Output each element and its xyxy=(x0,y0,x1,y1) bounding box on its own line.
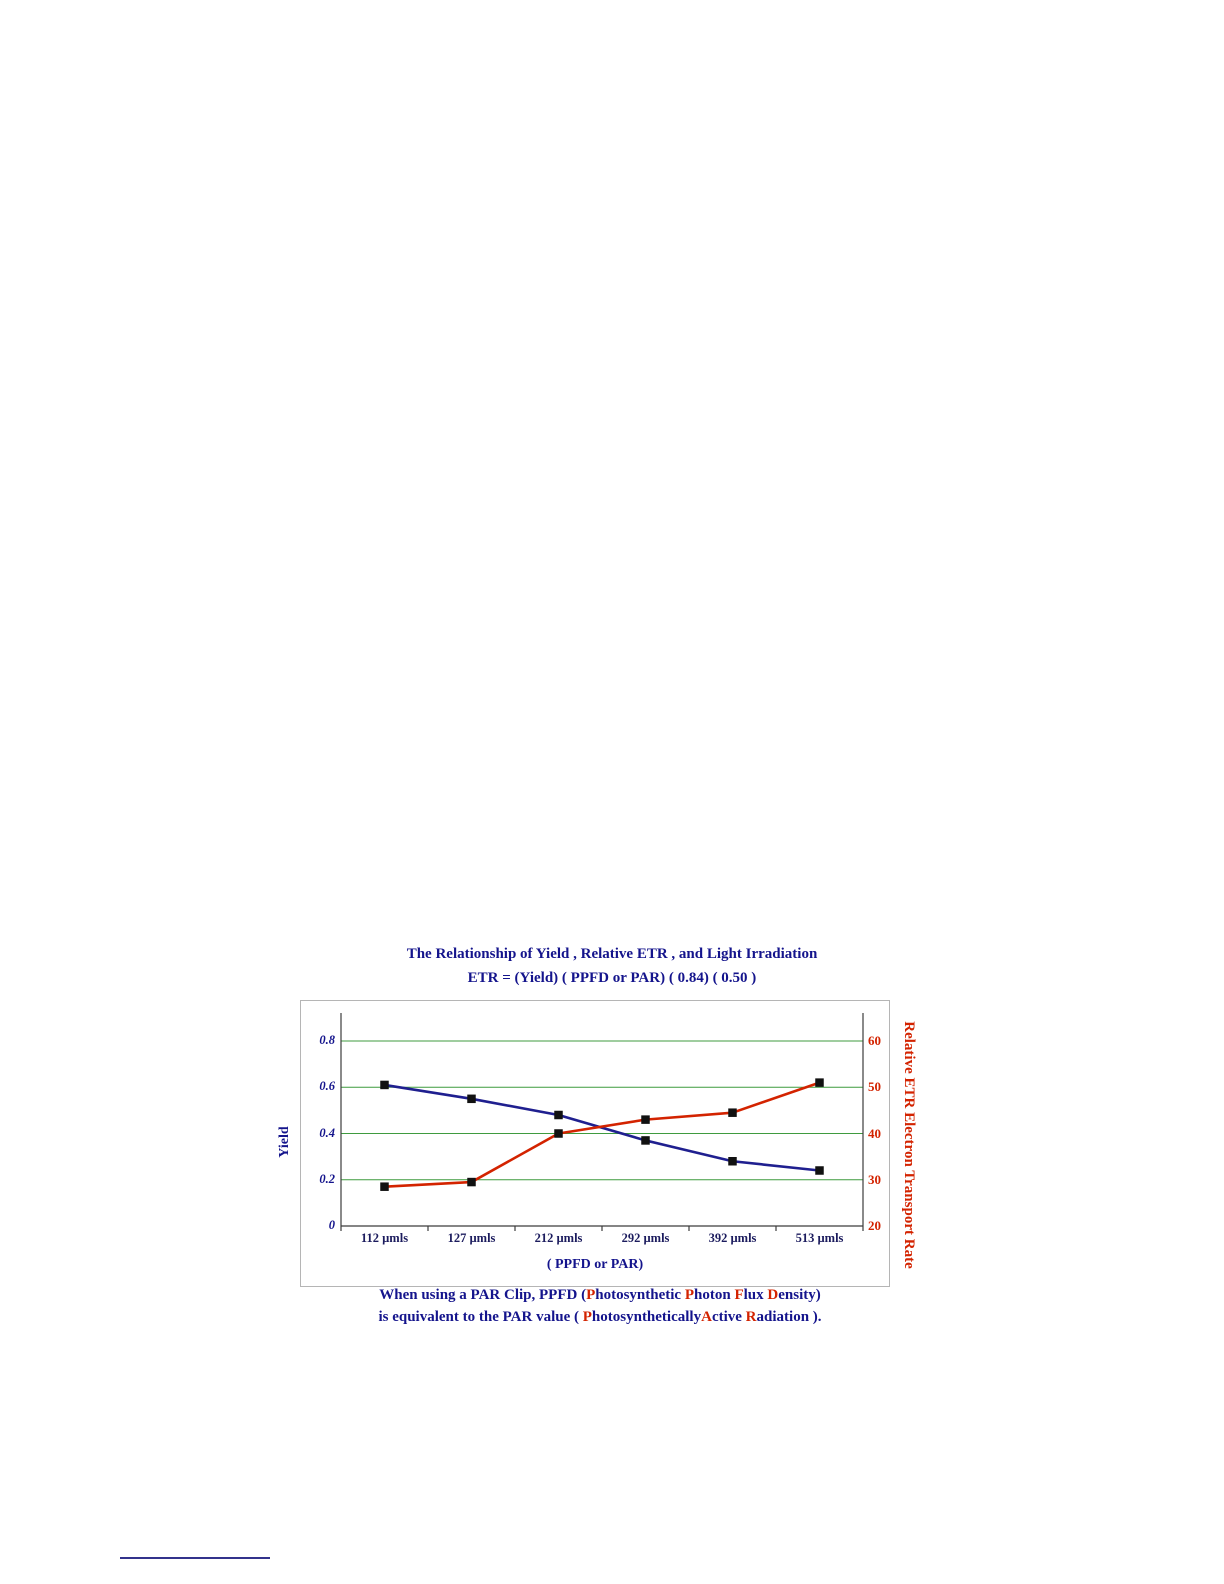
caption-segment: D xyxy=(767,1287,779,1303)
data-point-marker xyxy=(815,1166,824,1175)
caption-segment: P xyxy=(684,1287,695,1303)
caption-segment: When using a PAR Clip, PPFD ( xyxy=(379,1287,587,1303)
y-axis-tick-label-right: 20 xyxy=(868,1218,881,1233)
x-axis-title: ( PPFD or PAR) xyxy=(546,1257,644,1272)
caption-segment: hotosynthetically xyxy=(591,1309,702,1325)
data-point-marker xyxy=(815,1078,824,1087)
caption-segment: ctive xyxy=(711,1309,746,1325)
y-axis-tick-label-right: 40 xyxy=(868,1125,881,1141)
caption-segment: is equivalent to the PAR value ( xyxy=(378,1309,583,1325)
caption-segment: R xyxy=(745,1309,757,1325)
data-point-marker xyxy=(380,1080,389,1090)
data-point-marker xyxy=(467,1094,476,1104)
data-point-marker xyxy=(728,1108,737,1117)
caption-line-2: is equivalent to the PAR value ( Photosy… xyxy=(300,1309,900,1326)
data-point-marker xyxy=(554,1110,563,1120)
x-axis-category-label: 392 µmls xyxy=(708,1231,757,1245)
caption-segment: F xyxy=(734,1287,744,1303)
caption-segment: hoton xyxy=(694,1287,735,1303)
chart-area: ( PPFD or PAR) 0.8 0.6 0.4 0.2 0 60 50 40 30 20 11… xyxy=(300,1000,890,1287)
data-point-marker xyxy=(554,1129,563,1138)
footnote-divider xyxy=(120,1557,270,1559)
data-point-marker xyxy=(641,1136,650,1145)
caption-segment: P xyxy=(586,1287,596,1303)
y-axis-tick-label-left: 0 xyxy=(328,1218,335,1232)
y-axis-tick-label-left: 0.8 xyxy=(319,1033,335,1047)
caption-segment: lux xyxy=(743,1287,768,1303)
x-axis-category-label: 292 µmls xyxy=(621,1231,670,1245)
data-point-marker xyxy=(641,1115,650,1124)
y-axis-tick-label-left: 0.4 xyxy=(319,1125,335,1140)
caption-segment: ensity) xyxy=(778,1287,821,1303)
chart-subtitle: ETR = (Yield) ( PPFD or PAR) ( 0.84) ( 0… xyxy=(467,970,757,986)
data-point-marker xyxy=(467,1177,476,1187)
x-axis-category-label: 127 µmls xyxy=(447,1231,496,1245)
caption-line-1: When using a PAR Clip, PPFD (Photosynthe… xyxy=(300,1287,900,1304)
data-point-marker xyxy=(728,1157,737,1166)
y-axis-tick-label-left: 0.2 xyxy=(319,1171,335,1186)
y-axis-tick-label-right: 60 xyxy=(868,1033,881,1048)
relative-etr-line xyxy=(384,1081,820,1188)
caption-segment: A xyxy=(701,1309,712,1325)
x-axis-category-label: 513 µmls xyxy=(795,1231,844,1245)
caption-segment: P xyxy=(582,1309,592,1325)
x-axis-category-label: 112 µmls xyxy=(360,1231,409,1245)
y-axis-title-right: Relative ETR Electron Transport Rate xyxy=(901,1021,917,1269)
chart-title: The Relationship of Yield , Relative ETR… xyxy=(406,946,818,962)
x-axis-category-label: 212 µmls xyxy=(534,1231,583,1245)
y-axis-tick-label-left: 0.6 xyxy=(319,1079,335,1094)
chart-plot-svg xyxy=(340,1013,864,1231)
y-axis-title-left: Yield xyxy=(277,1126,292,1158)
y-axis-tick-label-right: 30 xyxy=(868,1171,881,1187)
data-point-marker xyxy=(380,1182,389,1191)
y-axis-tick-label-right: 50 xyxy=(868,1079,881,1095)
caption-segment: hotosynthetic xyxy=(595,1287,685,1303)
caption-segment: adiation ). xyxy=(756,1309,822,1325)
